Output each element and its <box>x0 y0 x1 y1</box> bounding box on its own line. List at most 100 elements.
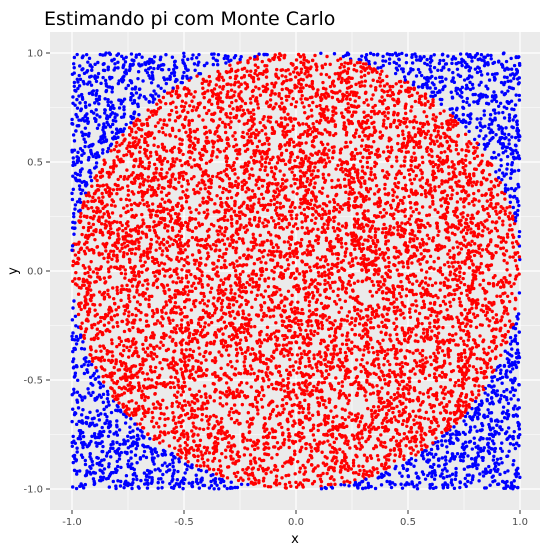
point-outside-circle <box>163 461 167 465</box>
point-outside-circle <box>130 87 135 91</box>
point-outside-circle <box>129 52 134 56</box>
point-inside-circle <box>255 389 260 394</box>
point-inside-circle <box>302 207 307 212</box>
point-inside-circle <box>474 367 478 372</box>
point-inside-circle <box>375 453 380 458</box>
point-inside-circle <box>431 100 435 104</box>
point-inside-circle <box>300 307 304 312</box>
point-inside-circle <box>469 227 473 231</box>
point-inside-circle <box>438 402 442 407</box>
point-outside-circle <box>393 482 397 487</box>
point-inside-circle <box>378 130 383 134</box>
point-inside-circle <box>96 336 100 341</box>
point-inside-circle <box>252 440 256 444</box>
point-inside-circle <box>173 211 178 216</box>
point-inside-circle <box>172 385 177 390</box>
point-inside-circle <box>213 440 218 444</box>
point-inside-circle <box>379 433 383 437</box>
point-inside-circle <box>119 197 123 202</box>
point-inside-circle <box>472 253 477 258</box>
point-inside-circle <box>392 459 397 463</box>
point-inside-circle <box>433 281 438 285</box>
point-inside-circle <box>423 103 427 107</box>
point-inside-circle <box>404 397 409 401</box>
point-inside-circle <box>422 327 426 331</box>
point-outside-circle <box>475 70 480 75</box>
point-inside-circle <box>141 183 146 187</box>
point-inside-circle <box>369 316 373 321</box>
point-outside-circle <box>103 108 107 112</box>
point-inside-circle <box>337 310 341 314</box>
point-inside-circle <box>440 122 444 126</box>
point-inside-circle <box>370 421 374 425</box>
point-outside-circle <box>187 481 191 485</box>
point-inside-circle <box>503 276 507 280</box>
point-inside-circle <box>327 159 332 164</box>
point-outside-circle <box>509 378 514 382</box>
point-inside-circle <box>100 292 104 297</box>
point-inside-circle <box>151 259 155 263</box>
point-inside-circle <box>455 240 459 244</box>
point-outside-circle <box>433 76 438 81</box>
point-inside-circle <box>226 237 230 241</box>
point-outside-circle <box>80 95 85 100</box>
point-inside-circle <box>180 318 184 322</box>
point-inside-circle <box>215 265 219 269</box>
point-inside-circle <box>223 312 228 316</box>
point-inside-circle <box>235 388 239 392</box>
point-outside-circle <box>106 67 110 72</box>
point-inside-circle <box>343 417 347 422</box>
point-inside-circle <box>430 329 434 333</box>
point-inside-circle <box>132 273 136 278</box>
point-inside-circle <box>473 383 477 388</box>
point-outside-circle <box>89 393 93 398</box>
point-inside-circle <box>461 185 465 189</box>
point-outside-circle <box>124 122 128 127</box>
point-outside-circle <box>191 53 195 57</box>
point-inside-circle <box>340 317 344 322</box>
point-inside-circle <box>329 266 334 270</box>
point-inside-circle <box>480 248 485 252</box>
point-outside-circle <box>381 59 385 63</box>
point-inside-circle <box>90 325 94 330</box>
point-outside-circle <box>72 62 76 66</box>
point-inside-circle <box>394 439 399 443</box>
point-inside-circle <box>372 350 376 355</box>
point-inside-circle <box>419 252 423 256</box>
point-inside-circle <box>387 458 391 462</box>
point-outside-circle <box>429 70 433 74</box>
point-inside-circle <box>274 478 279 482</box>
point-inside-circle <box>102 358 107 362</box>
point-outside-circle <box>75 97 79 102</box>
point-inside-circle <box>162 118 166 122</box>
point-inside-circle <box>137 381 141 385</box>
point-inside-circle <box>207 422 211 426</box>
point-inside-circle <box>304 328 308 333</box>
point-outside-circle <box>101 75 105 80</box>
point-inside-circle <box>239 325 244 329</box>
point-inside-circle <box>291 261 296 265</box>
point-outside-circle <box>108 430 112 434</box>
point-inside-circle <box>124 364 128 369</box>
point-inside-circle <box>386 256 391 260</box>
point-inside-circle <box>234 347 239 352</box>
point-inside-circle <box>477 389 481 393</box>
point-outside-circle <box>126 83 131 88</box>
point-inside-circle <box>308 265 312 269</box>
point-inside-circle <box>323 455 327 459</box>
point-inside-circle <box>257 130 261 135</box>
point-inside-circle <box>419 433 423 437</box>
point-inside-circle <box>471 312 476 316</box>
point-inside-circle <box>153 392 157 396</box>
point-outside-circle <box>505 388 509 392</box>
point-outside-circle <box>470 59 474 63</box>
point-outside-circle <box>517 154 521 158</box>
point-outside-circle <box>517 81 521 85</box>
point-inside-circle <box>169 217 174 221</box>
point-inside-circle <box>115 192 119 196</box>
point-outside-circle <box>94 161 99 165</box>
point-outside-circle <box>75 450 79 454</box>
point-inside-circle <box>448 255 452 260</box>
point-inside-circle <box>399 119 403 124</box>
point-inside-circle <box>325 364 329 368</box>
